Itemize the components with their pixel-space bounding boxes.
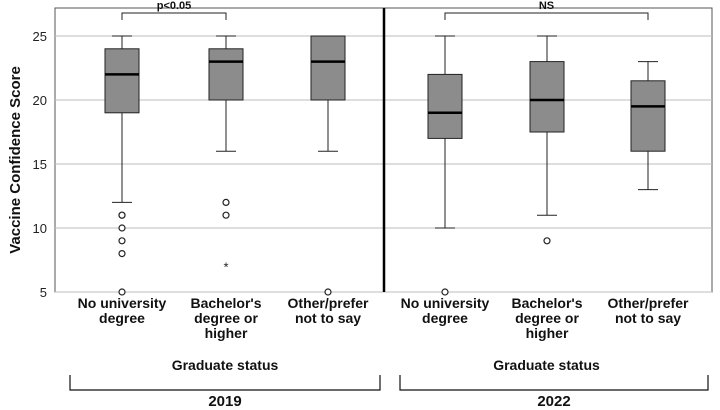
box-2022-2	[630, 61, 666, 191]
year-label: 2019	[208, 393, 241, 410]
x-category-label: No university	[78, 295, 167, 311]
y-tick-label: 5	[40, 285, 47, 300]
box-2022-1	[529, 35, 565, 245]
outlier-point	[118, 288, 126, 296]
x-category-label: degree	[422, 310, 468, 326]
x-category-label: higher	[526, 325, 569, 341]
box-2019-1: *	[208, 35, 244, 274]
x-category-label: No university	[401, 295, 490, 311]
outlier-point	[543, 237, 551, 245]
x-group-label: Graduate status	[172, 357, 279, 373]
iqr-box	[310, 35, 346, 101]
outlier-point	[324, 288, 332, 296]
y-tick-label: 25	[33, 29, 47, 44]
significance-label: p<0.05	[157, 0, 192, 12]
x-category-label: not to say	[295, 310, 361, 326]
x-category-label: degree	[99, 310, 145, 326]
iqr-box	[208, 48, 244, 101]
significance-bracket	[121, 12, 227, 20]
outlier-point	[222, 211, 230, 219]
outlier-point	[118, 224, 126, 232]
x-category-label: higher	[205, 325, 248, 341]
x-category-label: not to say	[615, 310, 681, 326]
significance-bracket	[444, 12, 649, 20]
iqr-box	[529, 61, 565, 133]
iqr-box	[630, 80, 666, 152]
x-category-label: degree or	[515, 310, 579, 326]
significance-label: NS	[539, 0, 554, 12]
y-axis-title: Vaccine Confidence Score	[7, 66, 24, 254]
outlier-point	[222, 198, 230, 206]
x-category-label: degree or	[194, 310, 258, 326]
y-tick-label: 20	[33, 93, 47, 108]
y-tick-label: 15	[33, 157, 47, 172]
outlier-point	[118, 211, 126, 219]
box-2019-2	[310, 35, 346, 296]
box-2022-0	[427, 35, 463, 296]
x-category-label: Other/prefer	[608, 295, 689, 311]
year-bracket	[399, 375, 709, 391]
extreme-point: *	[223, 259, 228, 274]
outlier-point	[118, 237, 126, 245]
x-category-label: Bachelor's	[190, 295, 261, 311]
iqr-box	[427, 73, 463, 139]
year-label: 2022	[537, 393, 570, 410]
x-group-label: Graduate status	[493, 357, 600, 373]
y-tick-label: 10	[33, 221, 47, 236]
outlier-point	[118, 250, 126, 258]
box-2019-0	[104, 35, 140, 296]
outlier-point	[441, 288, 449, 296]
x-category-label: Other/prefer	[288, 295, 369, 311]
x-category-label: Bachelor's	[511, 295, 582, 311]
iqr-box	[104, 48, 140, 114]
year-bracket	[69, 375, 381, 391]
